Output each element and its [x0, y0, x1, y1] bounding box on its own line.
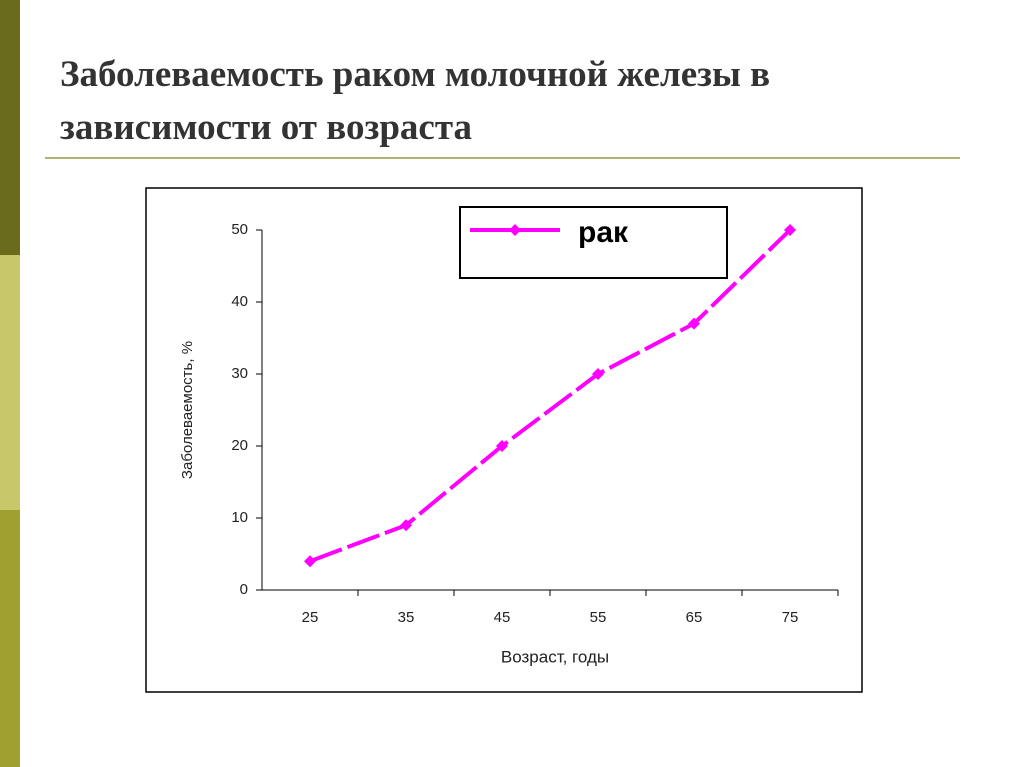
y-tick-label: 40: [231, 293, 248, 310]
x-tick-label: 25: [302, 609, 319, 626]
slide-title: Заболеваемость раком молочной железы в з…: [60, 54, 771, 148]
data-point: [784, 224, 796, 236]
x-tick-label: 65: [686, 609, 703, 626]
data-point: [496, 440, 508, 452]
y-tick-label: 10: [231, 509, 248, 526]
x-tick-label: 35: [398, 609, 415, 626]
y-tick-label: 0: [240, 581, 248, 598]
y-tick-label: 50: [231, 221, 248, 238]
x-axis-label: Возраст, годы: [501, 647, 609, 666]
x-tick-label: 75: [782, 609, 799, 626]
data-point: [688, 317, 700, 330]
y-tick-label: 20: [231, 437, 248, 454]
legend-box: [459, 206, 728, 279]
legend-marker: [509, 224, 521, 236]
data-line: [309, 228, 792, 564]
data-point: [592, 368, 604, 380]
title-rule: [45, 157, 960, 159]
data-point: [304, 555, 316, 568]
y-axis-label: Заболеваемость, %: [179, 341, 196, 479]
x-tick-label: 55: [590, 609, 607, 626]
chart-frame: [145, 187, 863, 693]
x-tick-label: 45: [494, 609, 511, 626]
stripe: [0, 0, 20, 255]
stripe: [0, 510, 20, 767]
legend-label: рак: [578, 216, 629, 249]
data-point: [400, 519, 412, 532]
stripe: [0, 255, 20, 510]
y-tick-label: 30: [231, 365, 248, 382]
